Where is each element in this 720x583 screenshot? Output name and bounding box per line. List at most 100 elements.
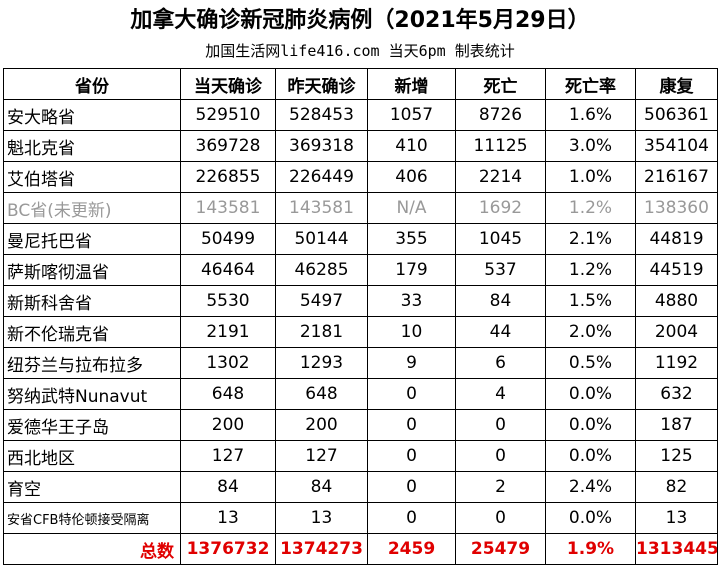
table-cell: 200 <box>275 409 368 441</box>
table-cell: 0 <box>455 409 546 441</box>
table-cell: BC省(未更新) <box>3 192 181 224</box>
table-cell: 528453 <box>275 99 368 131</box>
table-cell: 84 <box>275 471 368 503</box>
table-row: 魁北克省 369728 369318 410 11125 3.0% 354104 <box>3 130 718 162</box>
table-cell: 25479 <box>455 533 546 565</box>
table-cell: 1302 <box>180 347 276 379</box>
table-row: 新斯科舍省 5530 5497 33 84 1.5% 4880 <box>3 285 718 317</box>
table-cell: 33 <box>367 285 456 317</box>
table-row: 总数 1376732 1374273 2459 25479 1.9% 1313445 <box>3 533 718 565</box>
table-cell: 1374273 <box>275 533 368 565</box>
table-cell: 安省CFB特伦顿接受隔离 <box>3 502 181 534</box>
table-cell: 648 <box>180 378 276 410</box>
table-cell: 1057 <box>367 99 456 131</box>
table-cell: 44819 <box>635 223 718 255</box>
table-cell: 0 <box>367 471 456 503</box>
table-cell: 13 <box>180 502 276 534</box>
table-cell: 46464 <box>180 254 276 286</box>
table-cell: 1.9% <box>545 533 636 565</box>
table-cell: 5497 <box>275 285 368 317</box>
table-cell: 2459 <box>367 533 456 565</box>
table-cell: 369728 <box>180 130 276 162</box>
table-cell: 6 <box>455 347 546 379</box>
table-cell: 1.2% <box>545 192 636 224</box>
table-cell: 143581 <box>180 192 276 224</box>
table-cell: 努纳武特Nunavut <box>3 378 181 410</box>
table-cell: 410 <box>367 130 456 162</box>
table-row: BC省(未更新) 143581 143581 N/A 1692 1.2% 138360 <box>3 192 718 224</box>
table-cell: 当天确诊 <box>180 68 276 100</box>
table-cell: 曼尼托巴省 <box>3 223 181 255</box>
table-cell: 1.2% <box>545 254 636 286</box>
table-cell: N/A <box>367 192 456 224</box>
table-cell: 44 <box>455 316 546 348</box>
table-cell: 216167 <box>635 161 718 193</box>
table-cell: 2.1% <box>545 223 636 255</box>
table-cell: 2191 <box>180 316 276 348</box>
table-cell: 138360 <box>635 192 718 224</box>
table-cell: 10 <box>367 316 456 348</box>
table-cell: 3.0% <box>545 130 636 162</box>
table-cell: 0 <box>455 502 546 534</box>
table-row: 育空 84 84 0 2 2.4% 82 <box>3 471 718 503</box>
table-row: 艾伯塔省 226855 226449 406 2214 1.0% 216167 <box>3 161 718 193</box>
table-cell: 1045 <box>455 223 546 255</box>
table-row: 萨斯喀彻温省 46464 46285 179 537 1.2% 44519 <box>3 254 718 286</box>
table-cell: 406 <box>367 161 456 193</box>
table-cell: 0.0% <box>545 378 636 410</box>
table-cell: 9 <box>367 347 456 379</box>
table-row: 安大略省 529510 528453 1057 8726 1.6% 506361 <box>3 99 718 131</box>
table-cell: 1313445 <box>635 533 718 565</box>
table-row: 西北地区 127 127 0 0 0.0% 125 <box>3 440 718 472</box>
table-cell: 127 <box>275 440 368 472</box>
table-cell: 13 <box>275 502 368 534</box>
table-cell: 200 <box>180 409 276 441</box>
table-cell: 44519 <box>635 254 718 286</box>
table-cell: 84 <box>180 471 276 503</box>
table-cell: 育空 <box>3 471 181 503</box>
table-cell: 0 <box>367 409 456 441</box>
table-cell: 0 <box>367 378 456 410</box>
table-row: 省份 当天确诊 昨天确诊 新增 死亡 死亡率 康复 <box>3 68 718 100</box>
table-row: 安省CFB特伦顿接受隔离 13 13 0 0 0.0% 13 <box>3 502 718 534</box>
table-cell: 1293 <box>275 347 368 379</box>
table-cell: 143581 <box>275 192 368 224</box>
table-cell: 萨斯喀彻温省 <box>3 254 181 286</box>
table-cell: 5530 <box>180 285 276 317</box>
table-cell: 2214 <box>455 161 546 193</box>
table-row: 纽芬兰与拉布拉多 1302 1293 9 6 0.5% 1192 <box>3 347 718 379</box>
table-cell: 安大略省 <box>3 99 181 131</box>
case-table: 省份 当天确诊 昨天确诊 新增 死亡 死亡率 康复 安大略省 529510 528453 1057 8… <box>3 68 718 565</box>
table-cell: 648 <box>275 378 368 410</box>
table-row: 努纳武特Nunavut 648 648 0 4 0.0% 632 <box>3 378 718 410</box>
table-cell: 187 <box>635 409 718 441</box>
table-row: 爱德华王子岛 200 200 0 0 0.0% 187 <box>3 409 718 441</box>
table-cell: 纽芬兰与拉布拉多 <box>3 347 181 379</box>
table-cell: 新斯科舍省 <box>3 285 181 317</box>
table-cell: 4880 <box>635 285 718 317</box>
table-cell: 13 <box>635 502 718 534</box>
table-cell: 2004 <box>635 316 718 348</box>
table-cell: 82 <box>635 471 718 503</box>
table-cell: 2181 <box>275 316 368 348</box>
table-cell: 艾伯塔省 <box>3 161 181 193</box>
table-cell: 1.0% <box>545 161 636 193</box>
table-row: 曼尼托巴省 50499 50144 355 1045 2.1% 44819 <box>3 223 718 255</box>
table-cell: 0.0% <box>545 440 636 472</box>
table-cell: 2.4% <box>545 471 636 503</box>
table-cell: 226449 <box>275 161 368 193</box>
table-cell: 昨天确诊 <box>275 68 368 100</box>
table-cell: 354104 <box>635 130 718 162</box>
table-cell: 0 <box>367 440 456 472</box>
table-cell: 0.0% <box>545 502 636 534</box>
table-row: 新不伦瑞克省 2191 2181 10 44 2.0% 2004 <box>3 316 718 348</box>
table-cell: 1376732 <box>180 533 276 565</box>
subtitle: 加国生活网life416.com 当天6pm 制表统计 <box>205 42 515 60</box>
table-cell: 康复 <box>635 68 718 100</box>
table-cell: 魁北克省 <box>3 130 181 162</box>
table-cell: 1692 <box>455 192 546 224</box>
table-cell: 179 <box>367 254 456 286</box>
table-cell: 537 <box>455 254 546 286</box>
table-cell: 529510 <box>180 99 276 131</box>
